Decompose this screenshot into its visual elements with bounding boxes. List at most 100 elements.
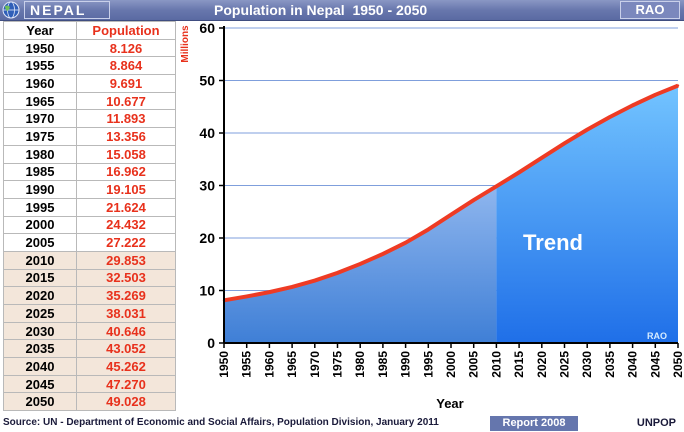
table-row: 2015 32.503 (3, 268, 176, 288)
population-cell: 21.624 (76, 197, 176, 217)
table-row: 2040 45.262 (3, 357, 176, 376)
data-point (268, 290, 271, 294)
country-name: NEPAL (30, 2, 87, 18)
x-tick-label: 2005 (467, 351, 481, 378)
population-cell: 13.356 (76, 127, 176, 146)
table-row: 2025 38.031 (3, 304, 176, 323)
x-tick-label: 2015 (512, 351, 526, 378)
year-cell: 1950 (3, 38, 77, 58)
x-tick-label: 2030 (580, 351, 594, 378)
year-cell: 2045 (3, 374, 77, 394)
data-point (381, 252, 385, 256)
data-point (608, 115, 612, 119)
population-cell: 43.052 (76, 339, 176, 359)
population-cell: 47.270 (76, 374, 176, 394)
rao-badge: RAO (620, 1, 680, 19)
y-tick-label: 0 (207, 335, 215, 351)
table-header-row: Year Population (3, 21, 176, 40)
year-cell: 2040 (3, 357, 77, 376)
org-label: UNPOP (636, 417, 676, 429)
data-point (631, 104, 634, 107)
x-tick-label: 2040 (626, 351, 640, 378)
x-tick-label: 1950 (217, 351, 231, 378)
data-point (495, 185, 498, 188)
population-cell: 15.058 (76, 144, 176, 164)
table-row: 1985 16.962 (3, 162, 176, 182)
table-row: 2000 24.432 (3, 215, 176, 235)
table-row: 1980 15.058 (3, 144, 176, 164)
year-cell: 2030 (3, 321, 77, 341)
year-cell: 1955 (3, 56, 77, 76)
year-cell: 2020 (3, 286, 77, 305)
footer: Source: UN - Department of Economic and … (0, 414, 684, 432)
table-row: 1975 13.356 (3, 127, 176, 146)
table-row: 2050 49.028 (3, 392, 176, 412)
x-tick-label: 2045 (648, 351, 662, 378)
population-cell: 29.853 (76, 250, 176, 270)
year-cell: 1990 (3, 180, 77, 199)
population-cell: 16.962 (76, 162, 176, 182)
table-row: 2035 43.052 (3, 339, 176, 359)
data-point (290, 285, 294, 289)
population-cell: 11.893 (76, 109, 176, 129)
population-table: Year Population 1950 8.126 1955 8.864 1960 9.… (3, 21, 176, 412)
x-tick-label: 2020 (535, 351, 549, 378)
x-tick-label: 1995 (421, 351, 435, 378)
year-cell: 1970 (3, 109, 77, 129)
data-point (540, 156, 543, 160)
population-cell: 19.105 (76, 180, 176, 199)
x-tick-label: 2010 (489, 351, 503, 378)
year-cell: 2000 (3, 215, 77, 235)
year-column-header: Year (3, 21, 77, 40)
data-point (359, 262, 362, 266)
projection-area (496, 85, 678, 343)
data-point (472, 198, 475, 202)
data-point (313, 279, 316, 282)
table-row: 2030 40.646 (3, 321, 176, 341)
year-cell: 1960 (3, 74, 77, 93)
year-cell: 1975 (3, 127, 77, 146)
year-cell: 1985 (3, 162, 77, 182)
table-row: 1955 8.864 (3, 56, 176, 76)
population-cell: 40.646 (76, 321, 176, 341)
y-tick-label: 10 (199, 283, 215, 299)
table-row: 2045 47.270 (3, 374, 176, 394)
population-cell: 10.677 (76, 91, 176, 111)
population-cell: 8.126 (76, 38, 176, 58)
year-cell: 1965 (3, 91, 77, 111)
year-cell: 2035 (3, 339, 77, 359)
y-tick-label: 20 (199, 230, 215, 246)
x-tick-label: 2000 (444, 351, 458, 378)
population-cell: 49.028 (76, 392, 176, 412)
y-tick-label: 60 (199, 20, 215, 36)
y-axis-label: Millions (180, 25, 191, 63)
x-tick-label: 2025 (558, 351, 572, 378)
data-point (427, 228, 430, 231)
population-cell: 9.691 (76, 74, 176, 93)
table-row: 2010 29.853 (3, 250, 176, 270)
population-cell: 35.269 (76, 286, 176, 305)
data-point (563, 142, 566, 145)
table-row: 2020 35.269 (3, 286, 176, 305)
table-row: 1970 11.893 (3, 109, 176, 129)
population-cell: 24.432 (76, 215, 176, 235)
y-tick-label: 30 (199, 178, 215, 194)
table-row: 1990 19.105 (3, 180, 176, 199)
x-tick-label: 1960 (262, 351, 276, 378)
page-title: Population in Nepal 1950 - 2050 (214, 2, 428, 18)
population-cell: 27.222 (76, 233, 176, 252)
x-tick-label: 1965 (285, 351, 299, 378)
data-point (586, 128, 589, 131)
year-cell: 2010 (3, 250, 77, 270)
y-tick-label: 40 (199, 125, 215, 141)
year-cell: 2050 (3, 392, 77, 412)
year-cell: 2025 (3, 304, 77, 323)
x-tick-label: 1975 (331, 351, 345, 378)
table-row: 1995 21.624 (3, 197, 176, 217)
table-row: 2005 27.222 (3, 233, 176, 252)
data-point (245, 295, 248, 298)
x-tick-label: 2035 (603, 351, 617, 378)
x-tick-label: 1970 (308, 351, 322, 378)
